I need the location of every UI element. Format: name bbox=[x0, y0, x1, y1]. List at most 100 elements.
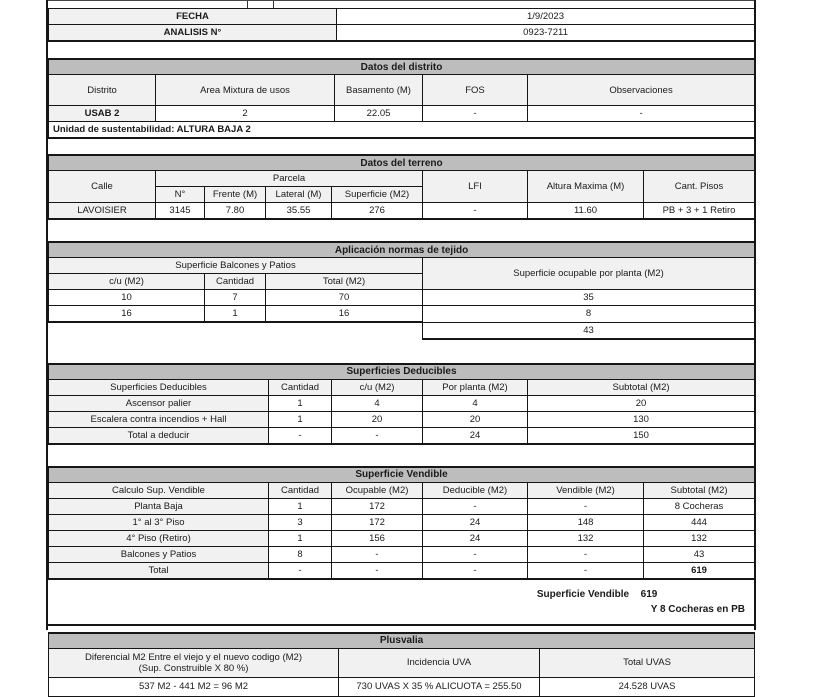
spacer bbox=[48, 339, 754, 363]
ocupable-header: Superficie ocupable por planta (M2) bbox=[421, 257, 756, 290]
cell: - bbox=[527, 561, 644, 580]
cell: 4 bbox=[331, 394, 423, 412]
cell: 24 bbox=[422, 529, 528, 547]
cell: - bbox=[526, 105, 756, 122]
cell: 24 bbox=[422, 426, 528, 445]
cell: - bbox=[527, 545, 644, 563]
cell: 70 bbox=[265, 289, 423, 306]
cell: 132 bbox=[642, 529, 756, 547]
cell: 8 bbox=[421, 305, 756, 323]
plusvalia-title: Plusvalia bbox=[47, 631, 756, 649]
col-header: Calculo Sup. Vendible bbox=[48, 481, 269, 499]
col-header: Lateral (M) bbox=[265, 186, 332, 203]
cell: 1 bbox=[268, 394, 332, 412]
col-header: Cantidad bbox=[268, 378, 332, 396]
cell: - bbox=[422, 202, 528, 220]
distrito-table: Datos del distrito Distrito Area Mixtura… bbox=[47, 58, 756, 139]
distrito-title: Datos del distrito bbox=[47, 58, 756, 75]
col-header: Area Mixtura de usos bbox=[155, 74, 335, 106]
cell-total-uvas: 24.528 UVAS bbox=[538, 676, 756, 697]
cell: - bbox=[422, 561, 528, 580]
cell: 16 bbox=[48, 305, 205, 323]
cell: 16 bbox=[265, 305, 423, 323]
cell: 150 bbox=[526, 426, 756, 445]
vendible-title: Superficie Vendible bbox=[47, 465, 756, 483]
balcones-group-header: Superficie Balcones y Patios bbox=[48, 257, 423, 274]
cell: - bbox=[527, 497, 644, 515]
col-header: Por planta (M2) bbox=[422, 378, 528, 396]
cell: 172 bbox=[331, 497, 423, 515]
cell: 444 bbox=[642, 513, 756, 531]
divider bbox=[273, 1, 274, 8]
cell: 130 bbox=[526, 410, 756, 428]
cell: 1 bbox=[268, 529, 332, 547]
cell: 22.05 bbox=[334, 105, 423, 122]
row-label: Balcones y Patios bbox=[48, 545, 269, 563]
col-header-total-uvas: Total UVAS bbox=[538, 647, 756, 678]
cutoff-top-row bbox=[48, 0, 754, 8]
cell: 11.60 bbox=[527, 202, 644, 220]
col-header: Observaciones bbox=[526, 74, 756, 106]
col-header: Ocupable (M2) bbox=[331, 481, 423, 499]
cell: 1 bbox=[268, 497, 332, 515]
cell: 20 bbox=[526, 394, 756, 412]
col-header: Basamento (M) bbox=[334, 74, 423, 106]
cell-calle: LAVOISIER bbox=[48, 202, 156, 220]
analisis-label: ANALISIS N° bbox=[48, 24, 337, 42]
spacer bbox=[48, 42, 754, 58]
cell: 172 bbox=[331, 513, 423, 531]
cell-ocupable-total: 43 bbox=[421, 321, 756, 340]
cell: - bbox=[422, 497, 528, 515]
col-header: Cantidad bbox=[268, 481, 332, 499]
col-header: Superficies Deducibles bbox=[48, 378, 269, 396]
cell-distrito: USAB 2 bbox=[48, 105, 156, 122]
row-label: Ascensor palier bbox=[48, 394, 269, 412]
tejido-table: Aplicación normas de tejido Superficie B… bbox=[47, 241, 756, 340]
diferencial-line1: Diferencial M2 Entre el viejo y el nuevo… bbox=[84, 651, 302, 663]
col-header: N° bbox=[155, 186, 205, 203]
cell: 148 bbox=[527, 513, 644, 531]
cell: - bbox=[422, 545, 528, 563]
row-label: Planta Baja bbox=[48, 497, 269, 515]
spacer bbox=[48, 139, 754, 154]
cell: 43 bbox=[642, 545, 756, 563]
cell: - bbox=[268, 561, 332, 580]
col-header: Frente (M) bbox=[204, 186, 266, 203]
cell: 35.55 bbox=[265, 202, 332, 220]
cell: 132 bbox=[527, 529, 644, 547]
summary-note: Y 8 Cocheras en PB bbox=[650, 603, 745, 615]
terreno-table: Datos del terreno Calle Parcela LFI Altu… bbox=[48, 154, 755, 220]
cell: 35 bbox=[421, 289, 756, 306]
cell: PB + 3 + 1 Retiro bbox=[643, 202, 755, 220]
row-label: 4° Piso (Retiro) bbox=[48, 529, 269, 547]
vendible-table: Superficie Vendible Calculo Sup. Vendibl… bbox=[47, 465, 756, 580]
col-header: c/u (M2) bbox=[331, 378, 423, 396]
summary-label: Superficie Vendible bbox=[536, 588, 630, 600]
row-label: Escalera contra incendios + Hall bbox=[48, 410, 269, 428]
row-label: 1° al 3° Piso bbox=[48, 513, 269, 531]
col-header-lfi: LFI bbox=[422, 170, 528, 203]
cell: - bbox=[268, 426, 332, 445]
header-table: FECHA 1/9/2023 ANALISIS N° 0923-7211 bbox=[48, 8, 755, 42]
col-header: c/u (M2) bbox=[48, 273, 205, 290]
col-header-calle: Calle bbox=[48, 170, 156, 203]
cell: 3 bbox=[268, 513, 332, 531]
col-header: Distrito bbox=[48, 74, 156, 106]
spacer bbox=[48, 625, 754, 632]
cell: 3145 bbox=[155, 202, 205, 220]
cell: 1 bbox=[204, 305, 266, 323]
fecha-value: 1/9/2023 bbox=[336, 8, 755, 25]
cell: 1 bbox=[268, 410, 332, 428]
spacer bbox=[48, 220, 754, 241]
terreno-title: Datos del terreno bbox=[48, 154, 755, 171]
row-label: Total a deducir bbox=[48, 426, 269, 445]
cell-total: 619 bbox=[642, 561, 756, 580]
cell: - bbox=[331, 426, 423, 445]
cell: 8 Cocheras bbox=[642, 497, 756, 515]
cell: 2 bbox=[155, 105, 335, 122]
col-header: Deducible (M2) bbox=[422, 481, 528, 499]
spacer bbox=[48, 444, 754, 466]
divider bbox=[247, 1, 248, 8]
empty-area bbox=[49, 322, 423, 339]
cell: 20 bbox=[331, 410, 423, 428]
